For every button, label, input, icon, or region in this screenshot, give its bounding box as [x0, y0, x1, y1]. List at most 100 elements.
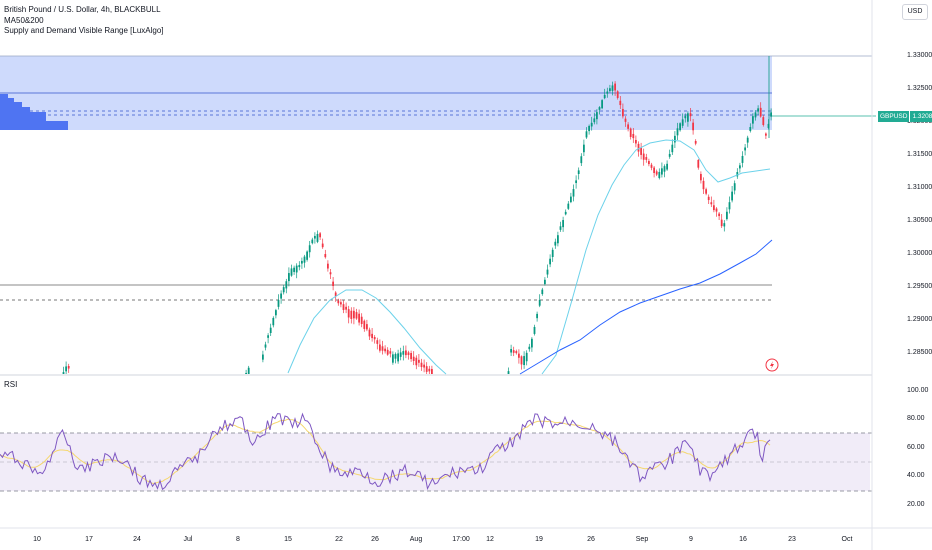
legend-sd-indicator[interactable]: Supply and Demand Visible Range [LuxAlgo… [4, 26, 164, 35]
candle-body [402, 351, 405, 355]
candle-body [637, 143, 640, 152]
candle-body [611, 85, 614, 91]
currency-button[interactable]: USD [902, 4, 928, 20]
candle-body [397, 353, 399, 362]
candle-body [627, 124, 629, 129]
candle-body [264, 344, 267, 348]
candle-body [392, 354, 394, 363]
candle-body [355, 312, 358, 319]
candle-body [353, 310, 355, 319]
candle-body [518, 353, 520, 358]
price-badge-symbol: GBPUSD [878, 111, 910, 122]
candle-body [767, 123, 770, 128]
candle-body [614, 83, 616, 91]
candle-body [412, 356, 415, 361]
candle-body [262, 354, 264, 360]
rsi-axis-label: 100.00 [907, 387, 929, 394]
rsi-title[interactable]: RSI [4, 380, 18, 389]
candle-body [332, 281, 334, 287]
candle-body [744, 147, 746, 151]
candle-body [754, 112, 757, 118]
candle-body [650, 164, 653, 168]
candle-body [301, 260, 303, 264]
candle-body [570, 196, 572, 203]
candle-body [62, 372, 65, 374]
candle-body [697, 159, 700, 168]
candle-body [671, 144, 674, 153]
volume-profile [0, 94, 68, 130]
candle-body [700, 173, 702, 181]
candle-body [606, 91, 609, 94]
ma200-line [519, 239, 773, 375]
legend-ma-indicator[interactable]: MA50&200 [4, 15, 44, 25]
price-axis[interactable]: 1.330001.325001.320001.315001.310001.305… [872, 0, 932, 375]
time-axis-label: 16 [739, 536, 747, 543]
time-axis-label: 22 [335, 536, 343, 543]
candle-body [507, 371, 510, 374]
candle-body [588, 125, 590, 132]
candle-body [759, 107, 762, 117]
candle-body [619, 100, 622, 106]
time-axis-label: 19 [535, 536, 543, 543]
candle-body [707, 196, 710, 201]
time-axis-label: Sep [635, 536, 649, 543]
candle-body [624, 118, 627, 122]
candle-body [728, 202, 731, 210]
candle-body [655, 171, 658, 175]
ma50-line [287, 139, 771, 375]
candle-body [376, 340, 379, 344]
candle-body [598, 107, 601, 110]
candle-body [684, 115, 687, 119]
candle-body [384, 348, 386, 352]
candle-body [559, 226, 562, 230]
candle-body [640, 147, 642, 155]
candle-body [298, 265, 301, 268]
rsi-axis-label: 40.00 [907, 472, 925, 479]
candle-body [736, 172, 739, 177]
candle-body [551, 249, 554, 257]
legend-symbol-line[interactable]: British Pound / U.S. Dollar, 4h, BLACKBU… [4, 5, 161, 14]
candle-body [350, 310, 353, 319]
rsi-axis[interactable]: 100.00 80.00 60.00 40.00 20.00 [872, 375, 932, 528]
time-axis[interactable]: 10 17 24 Jul 8 15 22 26 Aug 17:00 12 19 26 Sep 9 16 23 Oc… [0, 528, 872, 550]
candle-body [308, 245, 311, 253]
candle-body [285, 281, 288, 289]
candle-body [741, 155, 744, 163]
time-axis-label: 12 [486, 536, 494, 543]
candle-body [681, 119, 684, 126]
lightning-icon[interactable] [765, 358, 779, 372]
price-axis-label: 1.29000 [907, 316, 932, 323]
price-badge-value: 1.32089 [909, 111, 932, 122]
candle-body [65, 366, 67, 372]
candle-body [546, 269, 549, 275]
time-axis-label: 17:00 [452, 536, 470, 543]
candle-body [629, 128, 632, 137]
candle-body [311, 239, 314, 244]
candle-body [425, 366, 428, 372]
candle-body [676, 128, 679, 136]
candle-body [363, 320, 366, 329]
candle-body [275, 310, 277, 316]
candle-body [746, 137, 749, 143]
candle-body [585, 131, 588, 138]
candle-body [272, 317, 275, 326]
candle-body [340, 302, 342, 305]
candle-body [564, 211, 567, 215]
price-badge: GBPUSD 1.32089 [878, 111, 932, 122]
candle-body [373, 337, 376, 340]
candle-body [399, 352, 402, 357]
candle-body [415, 357, 418, 366]
candle-body [770, 112, 772, 117]
time-axis-label: 15 [284, 536, 292, 543]
time-axis-label: 26 [371, 536, 379, 543]
candle-body [379, 344, 381, 351]
rsi-axis-label: 60.00 [907, 444, 925, 451]
candle-body [536, 313, 538, 319]
candle-body [609, 88, 611, 92]
candle-body [622, 108, 624, 117]
price-axis-label: 1.32500 [907, 85, 932, 92]
price-axis-label: 1.31500 [907, 151, 932, 158]
candle-body [423, 364, 425, 368]
